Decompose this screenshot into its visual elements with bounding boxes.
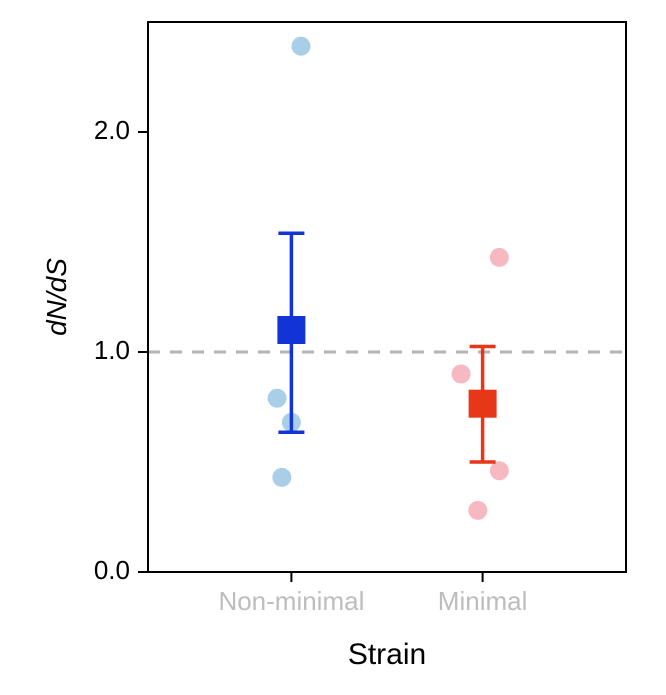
y-tick-label: 2.0 [94, 115, 130, 145]
y-tick-label: 0.0 [94, 555, 130, 585]
chart-container: 0.0 1.0 2.0 Non-minimal Minimal dN/dS Strain [0, 0, 666, 695]
data-point [490, 461, 509, 480]
data-point [490, 248, 509, 267]
data-point [468, 501, 487, 520]
mean-marker [469, 390, 497, 418]
data-point [268, 389, 287, 408]
x-tick-label: Minimal [438, 586, 528, 616]
mean-marker [277, 316, 305, 344]
x-tick-label: Non-minimal [218, 586, 364, 616]
data-point [291, 37, 310, 56]
y-axis-title: dN/dS [41, 258, 72, 336]
chart-svg: 0.0 1.0 2.0 Non-minimal Minimal dN/dS Strain [0, 0, 666, 695]
y-tick-label: 1.0 [94, 335, 130, 365]
x-axis-title: Strain [348, 638, 426, 671]
data-point [452, 365, 471, 384]
data-point [272, 468, 291, 487]
